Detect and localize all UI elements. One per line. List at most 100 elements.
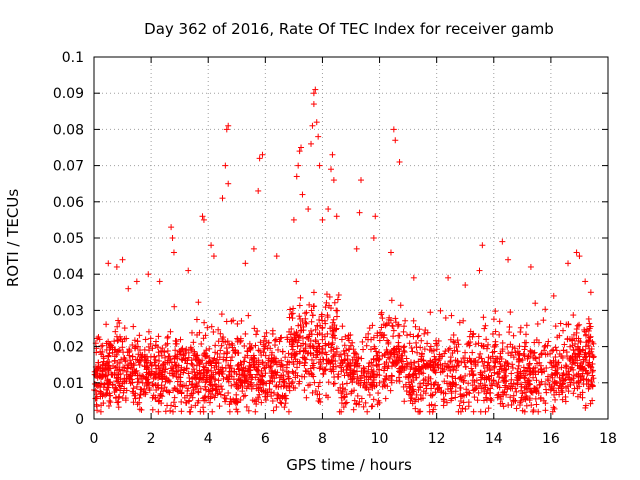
roti-point bbox=[544, 342, 551, 349]
roti-point bbox=[487, 395, 494, 402]
roti-point-outlier bbox=[256, 155, 263, 162]
roti-point bbox=[348, 388, 355, 395]
roti-point-outlier bbox=[573, 249, 580, 256]
roti-point bbox=[316, 365, 323, 372]
roti-point bbox=[559, 396, 566, 403]
roti-point bbox=[382, 383, 389, 390]
roti-point bbox=[201, 319, 208, 326]
roti-point bbox=[450, 366, 457, 373]
roti-point bbox=[116, 393, 123, 400]
roti-point bbox=[145, 343, 152, 350]
roti-point bbox=[574, 393, 581, 400]
roti-point bbox=[589, 367, 596, 374]
roti-point bbox=[552, 396, 559, 403]
roti-point bbox=[509, 383, 516, 390]
roti-point bbox=[172, 340, 179, 347]
roti-point bbox=[352, 359, 359, 366]
roti-point bbox=[226, 408, 233, 415]
roti-point bbox=[252, 408, 259, 415]
roti-point bbox=[339, 323, 346, 330]
roti-point bbox=[496, 331, 503, 338]
roti-point bbox=[172, 385, 179, 392]
roti-point bbox=[370, 334, 377, 341]
roti-point bbox=[114, 399, 121, 406]
roti-point bbox=[471, 386, 478, 393]
roti-point bbox=[402, 373, 409, 380]
roti-point bbox=[105, 402, 112, 409]
roti-point-outlier bbox=[316, 162, 323, 169]
roti-point bbox=[330, 380, 337, 387]
roti-point bbox=[387, 351, 394, 358]
roti-point bbox=[277, 335, 284, 342]
roti-point bbox=[552, 363, 559, 370]
roti-point bbox=[442, 314, 449, 321]
roti-point bbox=[192, 375, 199, 382]
roti-point bbox=[117, 383, 124, 390]
roti-point-outlier bbox=[225, 122, 232, 129]
roti-point bbox=[261, 365, 268, 372]
roti-point-outlier bbox=[476, 267, 483, 274]
roti-point bbox=[551, 371, 558, 378]
roti-point bbox=[437, 307, 444, 314]
roti-point bbox=[501, 389, 508, 396]
roti-point bbox=[278, 334, 285, 341]
roti-point bbox=[260, 349, 267, 356]
roti-point bbox=[316, 349, 323, 356]
roti-point bbox=[488, 396, 495, 403]
roti-point bbox=[543, 386, 550, 393]
roti-point bbox=[572, 340, 579, 347]
roti-point bbox=[206, 345, 213, 352]
roti-point bbox=[373, 357, 380, 364]
roti-point bbox=[435, 361, 442, 368]
roti-point-outlier bbox=[255, 187, 262, 194]
roti-point bbox=[237, 337, 244, 344]
roti-point bbox=[410, 317, 417, 324]
roti-point bbox=[444, 386, 451, 393]
roti-point bbox=[526, 371, 533, 378]
roti-point bbox=[465, 399, 472, 406]
roti-point bbox=[415, 368, 422, 375]
roti-point bbox=[394, 351, 401, 358]
roti-point bbox=[256, 391, 263, 398]
roti-point bbox=[388, 379, 395, 386]
roti-point bbox=[97, 408, 104, 415]
roti-point bbox=[234, 399, 241, 406]
roti-point bbox=[563, 363, 570, 370]
roti-point bbox=[311, 379, 318, 386]
roti-point bbox=[124, 365, 131, 372]
roti-point bbox=[344, 352, 351, 359]
roti-point bbox=[532, 300, 539, 307]
roti-point bbox=[412, 323, 419, 330]
roti-point bbox=[319, 346, 326, 353]
roti-point bbox=[532, 371, 539, 378]
roti-point bbox=[513, 388, 520, 395]
roti-point-outlier bbox=[199, 213, 206, 220]
roti-point bbox=[529, 389, 536, 396]
roti-point bbox=[155, 398, 162, 405]
roti-point bbox=[389, 322, 396, 329]
roti-point bbox=[302, 310, 309, 317]
roti-point-outlier bbox=[576, 253, 583, 260]
roti-point bbox=[171, 303, 178, 310]
roti-point bbox=[551, 387, 558, 394]
roti-point bbox=[380, 332, 387, 339]
roti-point bbox=[103, 346, 110, 353]
roti-point bbox=[129, 388, 136, 395]
roti-point bbox=[364, 408, 371, 415]
roti-point bbox=[92, 395, 99, 402]
roti-point bbox=[366, 325, 373, 332]
roti-point bbox=[396, 332, 403, 339]
roti-point-outlier bbox=[353, 245, 360, 252]
roti-point bbox=[541, 368, 548, 375]
roti-point bbox=[224, 349, 231, 356]
roti-point bbox=[452, 394, 459, 401]
x-axis-title: GPS time / hours bbox=[286, 456, 412, 474]
roti-point bbox=[218, 311, 225, 318]
roti-point bbox=[115, 317, 122, 324]
roti-point bbox=[219, 364, 226, 371]
roti-point bbox=[585, 315, 592, 322]
roti-point-outlier bbox=[370, 235, 377, 241]
roti-point bbox=[242, 377, 249, 384]
roti-point bbox=[354, 392, 361, 399]
roti-point bbox=[400, 383, 407, 390]
